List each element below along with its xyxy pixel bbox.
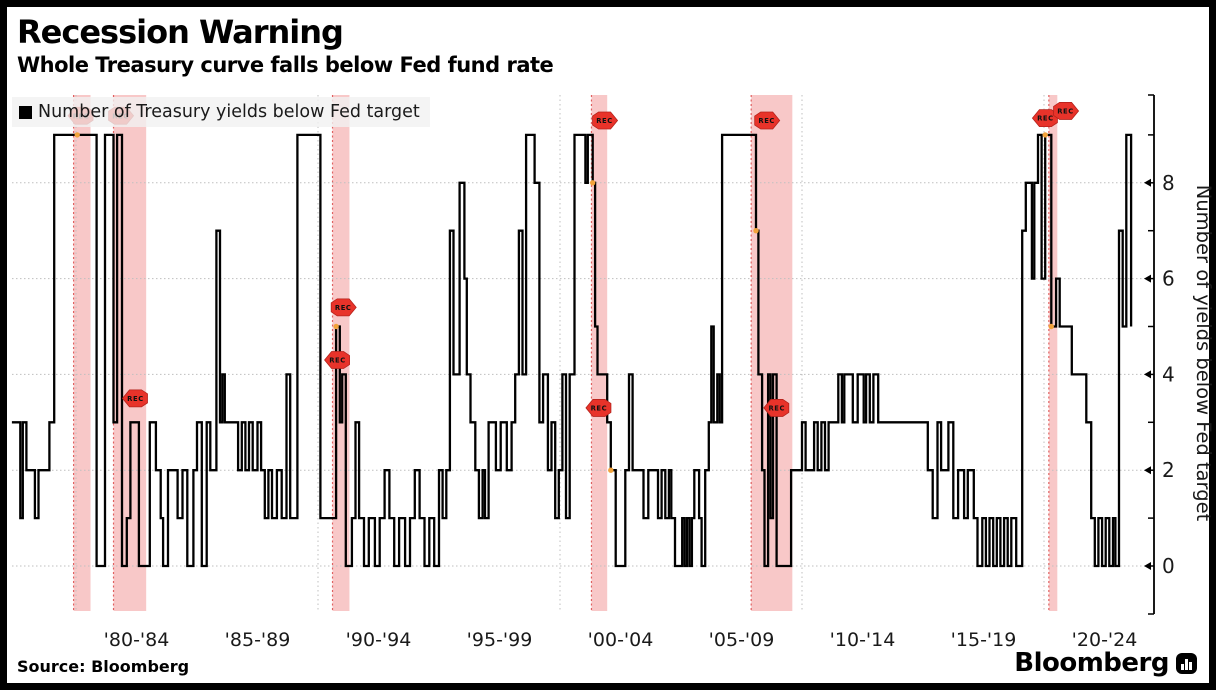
rec-flag-label: REC [591, 405, 608, 413]
rec-flag [330, 298, 357, 317]
y-axis-tick-arrow [1144, 274, 1151, 283]
page-subtitle: Whole Treasury curve falls below Fed fun… [17, 53, 554, 77]
recession-band [1048, 95, 1058, 611]
x-axis-label: '95-'99 [467, 629, 533, 651]
onset-dot [74, 132, 80, 138]
rec-flag [754, 111, 781, 130]
rec-flag-label: REC [768, 405, 785, 413]
brand-name: Bloomberg [1014, 648, 1169, 678]
step-line [11, 133, 1133, 568]
legend-label: Number of Treasury yields below Fed targ… [38, 102, 420, 122]
y-axis-label: 6 [1162, 267, 1175, 291]
rec-flag-label: REC [1057, 108, 1074, 116]
y-axis-tick-arrow [1144, 370, 1151, 379]
rec-flag [121, 389, 148, 408]
x-axis-label: '15-'19 [951, 629, 1017, 651]
x-axis-label: '80-'84 [104, 629, 170, 651]
onset-dot [1048, 323, 1054, 330]
y-axis-tick-arrow [1144, 178, 1151, 187]
x-axis-label: '90-'94 [346, 629, 412, 651]
rec-flag-label: REC [127, 395, 144, 403]
rec-flag-label: REC [596, 117, 613, 125]
onset-dot [753, 228, 759, 234]
y-axis-label: 0 [1162, 554, 1175, 578]
onset-dot [1042, 132, 1048, 138]
onset-dot [589, 180, 596, 186]
bloomberg-logo-icon [1176, 652, 1197, 674]
x-axis-label: '20-'24 [1072, 629, 1138, 651]
rec-flag [324, 351, 350, 369]
rec-flag-label: REC [1037, 115, 1054, 123]
series-swatch-icon [19, 105, 32, 119]
brand-footer: Bloomberg [1014, 648, 1197, 678]
y-axis-label: 8 [1162, 171, 1175, 195]
recession-band [73, 95, 91, 611]
chart-svg: 0 2 4 6 8 Number of yields below Fed target '8… [11, 94, 1215, 651]
recession-band [113, 95, 147, 611]
onset-dot [608, 467, 614, 473]
rec-flag [585, 399, 612, 417]
x-axis-label: '05-'09 [709, 629, 775, 651]
y-axis-tick-arrow [1144, 562, 1151, 570]
x-axis-label: '85-'89 [225, 629, 291, 651]
rec-flag [763, 399, 790, 417]
rec-flag-label: REC [329, 357, 346, 365]
rec-flag-label: REC [335, 304, 352, 312]
y-axis-title: Number of yields below Fed target [1192, 185, 1215, 522]
rec-flag [592, 111, 619, 130]
x-axis-label: '10-'14 [830, 629, 896, 651]
y-axis-tick-arrow [1144, 466, 1151, 475]
source-note: Source: Bloomberg [17, 657, 190, 676]
x-axis-label: '00-'04 [588, 629, 654, 651]
page-title: Recession Warning [17, 13, 344, 51]
legend: Number of Treasury yields below Fed targ… [12, 97, 430, 127]
onset-dot [333, 323, 339, 330]
y-axis-label: 4 [1162, 362, 1175, 386]
rec-flag [1053, 102, 1080, 120]
y-axis-label: 2 [1162, 458, 1175, 482]
rec-flag-label: REC [758, 117, 775, 125]
